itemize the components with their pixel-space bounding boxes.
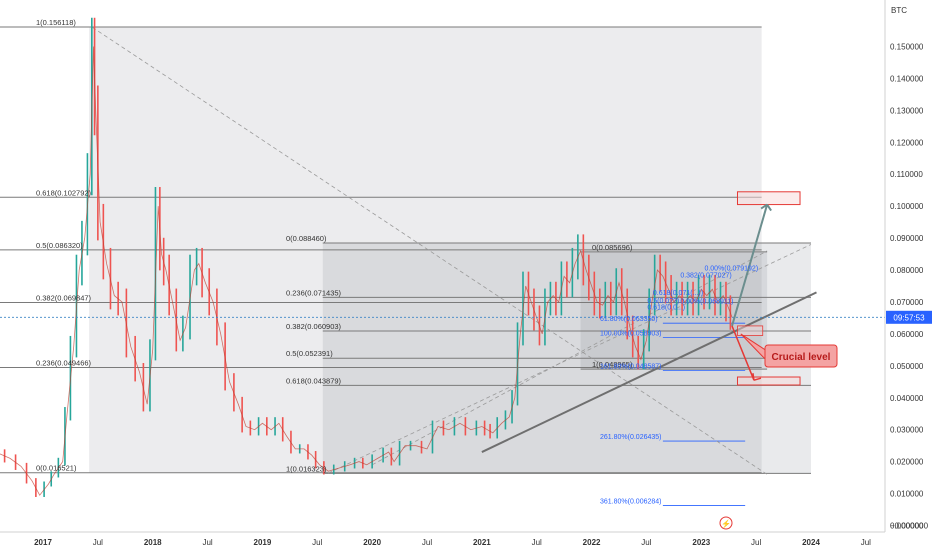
callout-text: Crucial level — [772, 352, 831, 363]
fib-ext-label: 0.618(0.0...) — [647, 305, 685, 312]
y-tick-label: −0.000000 — [890, 522, 929, 531]
fib-ext-label: 0.5(0.0??) — [647, 298, 679, 305]
x-tick-label: 2023 — [692, 538, 710, 547]
y-tick-label: 0.150000 — [890, 43, 924, 52]
y-tick-label: 0.010000 — [890, 490, 924, 499]
fib-ext-label: 0.618(0.071(...)) — [653, 290, 703, 297]
arrow-up-head — [760, 203, 772, 212]
diagonal-dashed-1 — [92, 27, 768, 475]
x-tick-label: 2019 — [254, 538, 272, 547]
fib-ext-label: 0.382(0.077027) — [680, 273, 731, 280]
fib-mid-label: 0.382(0.060903) — [286, 322, 342, 331]
fib-ext-label: 261.80%(0.026435) — [600, 434, 662, 441]
diagonal-dashed-3 — [371, 250, 768, 466]
fib-outer-label: 0.618(0.102792) — [36, 188, 92, 197]
x-tick-label: Jul — [312, 538, 322, 547]
fib-ext-label: 0.00%(0.079192) — [704, 266, 758, 273]
x-tick-label: 2017 — [34, 538, 52, 547]
arrow-up-shaft — [731, 204, 769, 327]
fib-outer-label: 0.5(0.086320) — [36, 241, 83, 250]
fib-ext-label: 161.80%(0.048587) — [600, 363, 662, 370]
y-tick-label: 0.040000 — [890, 394, 924, 403]
trendline — [481, 291, 817, 453]
support-box — [737, 325, 764, 336]
x-tick-label: 2020 — [363, 538, 381, 547]
x-tick-label: 2024 — [802, 538, 820, 547]
x-tick-label: Jul — [751, 538, 761, 547]
y-tick-label: 0.120000 — [890, 138, 924, 147]
arrow-down-shaft — [731, 325, 755, 381]
x-tick-label: Jul — [93, 538, 103, 547]
target-box-lower — [736, 376, 801, 386]
fib-mid-label: 0(0.088460) — [286, 234, 327, 243]
x-tick-label: 2022 — [583, 538, 601, 547]
price-line — [0, 46, 733, 496]
fib-ext-label: 61.80%(0.063350) — [600, 316, 658, 323]
y-tick-label: 0.020000 — [890, 458, 924, 467]
alert-icon — [719, 516, 733, 530]
fib-inner-label: 1(0.048965) — [592, 360, 633, 369]
current-price-tag-text: 09:57:53 — [893, 313, 925, 322]
fib-inner-label: 0(0.085696) — [592, 243, 633, 252]
x-tick-label: 2021 — [473, 538, 491, 547]
x-tick-label: Jul — [861, 538, 871, 547]
y-tick-label: 0.140000 — [890, 74, 924, 83]
fib-mid-label: 0.618(0.043879) — [286, 376, 342, 385]
arrow-down-head — [752, 373, 762, 381]
y-tick-label: 0.080000 — [890, 266, 924, 275]
y-tick-label: 0.070000 — [890, 298, 924, 307]
y-tick-label: 0.100000 — [890, 202, 924, 211]
x-tick-label: Jul — [202, 538, 212, 547]
y-tick-label: 0.000000 — [890, 522, 924, 531]
current-price-tag — [886, 310, 932, 324]
y-tick-label: 0.030000 — [890, 426, 924, 435]
diagonal-dashed-2 — [328, 244, 812, 474]
fib-ext-label: 100.00%(0.058903) — [600, 330, 662, 337]
x-tick-label: 2018 — [144, 538, 162, 547]
y-tick-label: 0.050000 — [890, 362, 924, 371]
x-tick-label: Jul — [422, 538, 432, 547]
fib-ext-label: 0.00%(0.068911) — [680, 298, 733, 305]
fib-outer-label: 1(0.156118) — [36, 18, 76, 27]
fib-outer-label: 0(0.016521) — [36, 464, 77, 473]
fib-ext-label: 361.80%(0.006284) — [600, 498, 662, 505]
fib-outer-label: 0.236(0.049466) — [36, 359, 92, 368]
plot-area — [0, 17, 885, 530]
y-tick-label: 0.130000 — [890, 106, 924, 115]
y-tick-label: 0.090000 — [890, 234, 924, 243]
x-tick-label: Jul — [641, 538, 651, 547]
y-tick-label: 0.060000 — [890, 330, 924, 339]
currency-label: BTC — [891, 6, 907, 15]
target-box-upper — [736, 191, 801, 206]
y-tick-label: 0.110000 — [890, 170, 923, 179]
x-tick-label: Jul — [532, 538, 542, 547]
callout-box — [764, 344, 838, 368]
fib-mid-label: 0.236(0.071435) — [286, 288, 342, 297]
fib-mid-label: 0.5(0.052391) — [286, 349, 333, 358]
alert-icon-glyph: ⚡ — [721, 519, 731, 529]
fib-mid-label: 1(0.016323) — [286, 464, 327, 473]
fib-outer-label: 0.382(0.069847) — [36, 293, 92, 302]
